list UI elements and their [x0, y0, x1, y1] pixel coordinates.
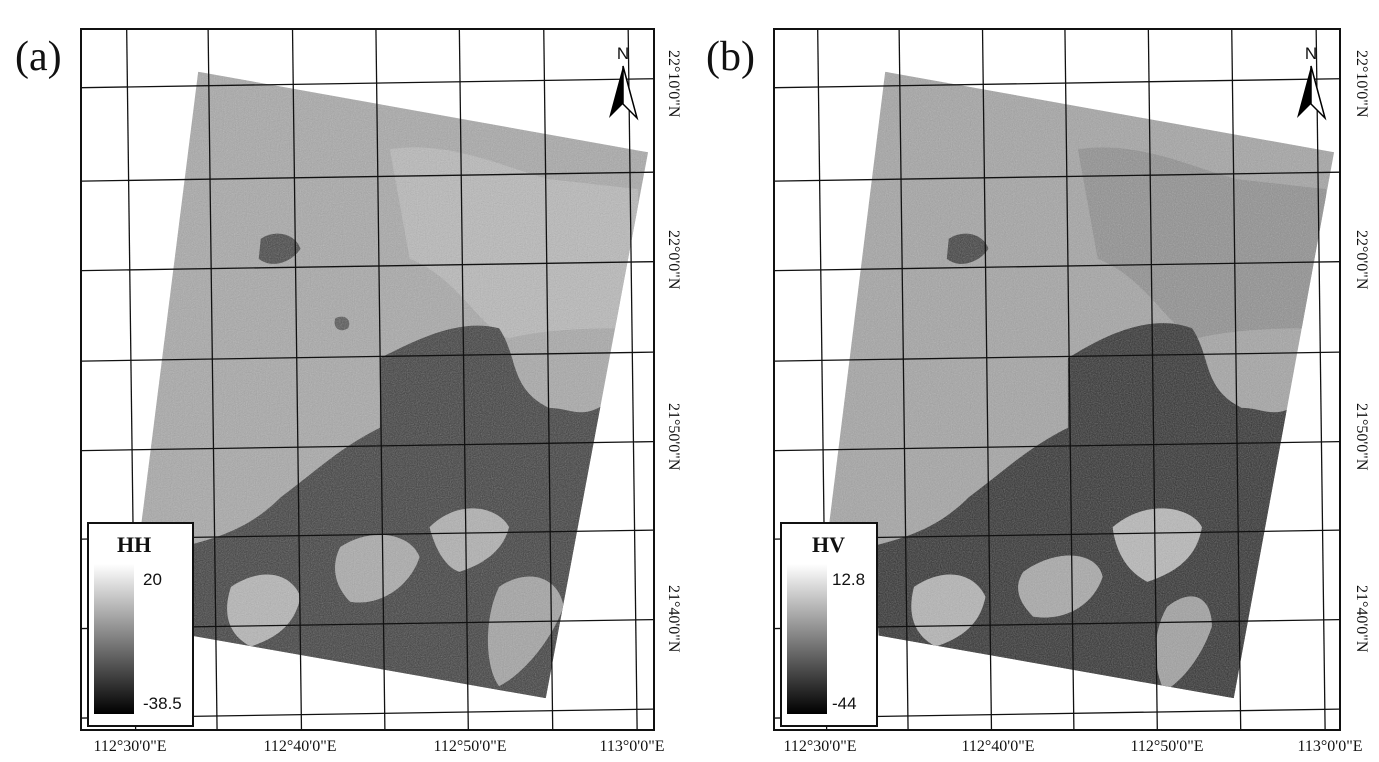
map-panel-hh: (a)	[15, 28, 682, 755]
lon-label: 112°30'0"E	[93, 738, 167, 755]
lat-label: 21°50'0"N	[665, 403, 682, 471]
legend-color-ramp	[787, 564, 827, 714]
map-frame: N HV 12.8 -44	[773, 28, 1341, 731]
lon-label: 112°50'0"E	[1130, 738, 1204, 755]
lat-label: 21°50'0"N	[1353, 403, 1370, 471]
sar-image-hv	[775, 30, 1339, 729]
legend-min-value: -44	[832, 694, 857, 713]
north-label: N	[1304, 44, 1318, 63]
lon-label: 112°40'0"E	[961, 738, 1035, 755]
legend-title: HV	[812, 532, 845, 557]
lon-label: 113°0'0"E	[1297, 738, 1363, 755]
lat-label: 21°40'0"N	[1353, 585, 1370, 653]
legend-max-value: 20	[143, 570, 162, 589]
lat-label: 22°0'0"N	[1353, 230, 1370, 290]
legend-hv: HV 12.8 -44	[780, 522, 878, 727]
legend-title: HH	[117, 532, 152, 557]
lat-label: 21°40'0"N	[665, 585, 682, 653]
lat-label: 22°10'0"N	[1353, 50, 1370, 118]
legend-color-ramp	[94, 564, 134, 714]
map-frame: N HH 20 -38.5	[80, 28, 655, 731]
map-panel-hv: (b)	[690, 0, 1379, 762]
north-arrow-icon: N	[1291, 44, 1331, 121]
sar-image-hh	[82, 30, 653, 729]
lon-label: 112°40'0"E	[263, 738, 337, 755]
legend-max-value: 12.8	[832, 570, 866, 589]
north-label: N	[616, 44, 630, 63]
legend-hh: HH 20 -38.5	[87, 522, 194, 727]
lat-label: 22°0'0"N	[665, 230, 682, 290]
lon-label: 113°0'0"E	[599, 738, 665, 755]
north-arrow-icon: N	[603, 44, 643, 121]
panel-label: (a)	[15, 34, 62, 80]
legend-min-value: -38.5	[143, 694, 182, 713]
lat-label: 22°10'0"N	[665, 50, 682, 118]
lon-label: 112°50'0"E	[433, 738, 507, 755]
panel-label: (b)	[706, 34, 755, 80]
lon-label: 112°30'0"E	[783, 738, 857, 755]
